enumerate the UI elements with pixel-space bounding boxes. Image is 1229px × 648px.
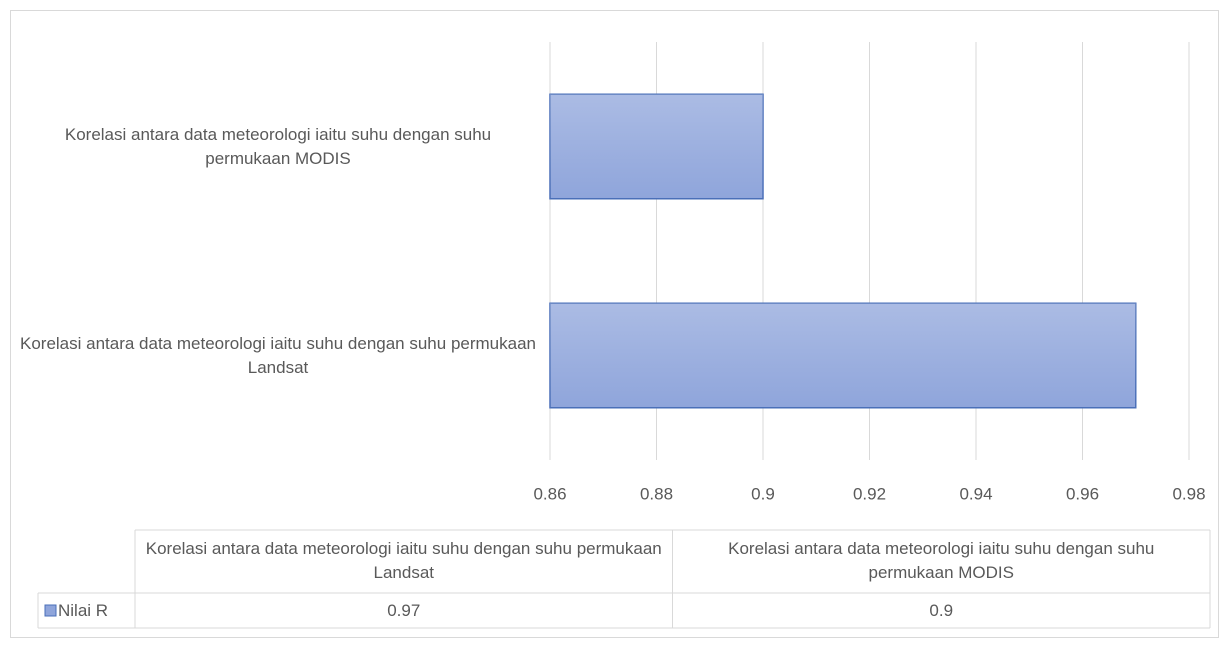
legend-label: Nilai R: [58, 601, 109, 620]
x-tick-label: 0.9: [751, 484, 775, 503]
table-header: Korelasi antara data meteorologi iaitu s…: [728, 539, 1164, 582]
x-tick-label: 0.98: [1172, 484, 1205, 503]
bar-shade: [550, 303, 1136, 408]
x-tick-label: 0.88: [640, 484, 673, 503]
table-header: Korelasi antara data meteorologi iaitu s…: [145, 539, 667, 582]
y-tick-label: Korelasi antara data meteorologi iaitu s…: [19, 333, 541, 377]
chart-border: [10, 10, 1219, 638]
table-value: 0.97: [387, 601, 421, 620]
x-tick-label: 0.94: [959, 484, 992, 503]
bar-shade: [550, 94, 763, 199]
x-tick-label: 0.92: [853, 484, 886, 503]
x-tick-label: 0.86: [533, 484, 566, 503]
table-value: 0.9: [929, 601, 954, 620]
legend-key: [44, 604, 57, 617]
x-tick-label: 0.96: [1066, 484, 1099, 503]
y-tick-label: Korelasi antara data meteorologi iaitu s…: [64, 124, 501, 168]
